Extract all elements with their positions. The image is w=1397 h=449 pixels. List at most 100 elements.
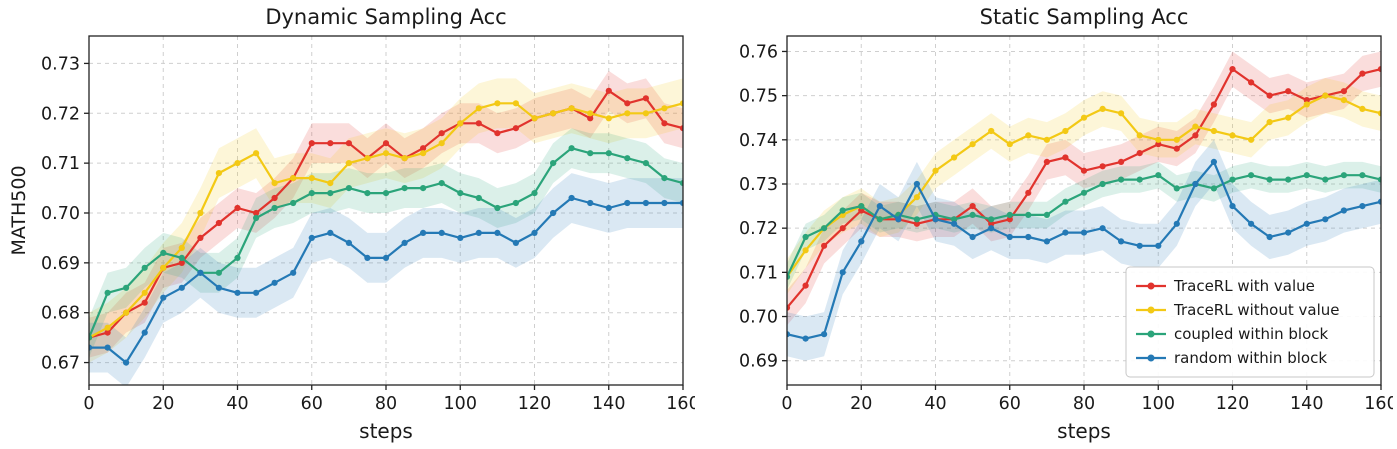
data-point-marker	[1358, 105, 1365, 112]
data-point-marker	[104, 289, 111, 296]
data-point-marker	[1284, 176, 1291, 183]
data-point-marker	[568, 105, 575, 112]
data-point-marker	[363, 190, 370, 197]
data-point-marker	[122, 284, 129, 291]
y-tick-label: 0.70	[739, 308, 778, 328]
data-point-marker	[1117, 158, 1124, 165]
data-point-marker	[802, 247, 809, 254]
data-point-marker	[1154, 141, 1161, 148]
data-point-marker	[1303, 172, 1310, 179]
data-point-marker	[568, 145, 575, 152]
data-point-marker	[1136, 242, 1143, 249]
data-point-marker	[623, 155, 630, 162]
data-point-marker	[345, 239, 352, 246]
data-point-marker	[1228, 176, 1236, 183]
data-point-marker	[159, 249, 166, 256]
x-tick-label: 0	[83, 394, 94, 414]
data-point-marker	[660, 120, 668, 127]
data-point-marker	[549, 110, 556, 117]
data-point-marker	[913, 216, 920, 223]
data-point-marker	[252, 289, 259, 296]
data-point-marker	[512, 125, 519, 132]
data-point-marker	[660, 105, 668, 112]
x-tick-label: 140	[592, 394, 625, 414]
x-tick-label: 80	[374, 394, 396, 414]
data-point-marker	[308, 234, 315, 241]
data-point-marker	[987, 225, 994, 232]
data-point-marker	[642, 160, 649, 167]
y-tick-label: 0.72	[739, 219, 778, 239]
data-point-marker	[475, 194, 482, 202]
data-point-marker	[1061, 127, 1068, 135]
data-point-marker	[475, 105, 482, 112]
data-point-marker	[1136, 132, 1143, 139]
y-tick-label: 0.69	[41, 254, 80, 274]
data-point-marker	[363, 254, 370, 261]
legend-marker	[1147, 282, 1154, 290]
y-tick-label: 0.73	[41, 54, 80, 74]
data-point-marker	[196, 234, 203, 241]
data-point-marker	[1024, 211, 1031, 218]
data-point-marker	[475, 120, 482, 127]
data-point-marker	[679, 125, 683, 132]
data-point-marker	[271, 279, 278, 286]
data-point-marker	[419, 145, 426, 152]
data-point-marker	[1080, 229, 1087, 236]
data-point-marker	[1228, 132, 1236, 139]
legend-marker	[1147, 330, 1154, 338]
chart-static-sampling: 0 20 40 60 80 100 120 140 160 0.69 0.70 0.71 0.72 0.7…	[702, 0, 1393, 449]
y-axis-label: MATH500	[8, 165, 30, 255]
data-point-marker	[326, 180, 333, 187]
data-point-marker	[530, 229, 538, 236]
y-tick-label: 0.74	[739, 131, 778, 151]
data-point-marker	[1210, 185, 1217, 192]
data-point-marker	[950, 220, 957, 227]
data-point-marker	[679, 180, 683, 187]
data-point-marker	[802, 233, 809, 241]
data-point-marker	[586, 115, 593, 122]
x-axis-label: steps	[359, 419, 413, 443]
data-point-marker	[1210, 127, 1217, 135]
data-point-marker	[987, 220, 994, 227]
data-point-marker	[1117, 238, 1124, 245]
x-tick-label: 100	[443, 394, 476, 414]
data-point-marker	[1043, 211, 1050, 218]
data-point-marker	[493, 130, 500, 137]
x-tick-label: 100	[1141, 394, 1174, 414]
data-point-marker	[1358, 70, 1365, 77]
data-point-marker	[1358, 172, 1365, 179]
legend-marker	[1147, 354, 1154, 362]
data-point-marker	[820, 225, 827, 232]
data-point-marker	[493, 204, 500, 212]
data-point-marker	[1191, 123, 1198, 130]
data-point-marker	[1191, 132, 1198, 139]
confidence-band	[786, 139, 1381, 361]
data-point-marker	[289, 269, 296, 276]
data-point-marker	[987, 127, 994, 135]
data-point-marker	[586, 110, 593, 117]
data-point-marker	[1173, 145, 1180, 152]
x-tick-label: 20	[152, 394, 174, 414]
data-point-marker	[1080, 114, 1087, 121]
x-tick-label: 40	[924, 394, 946, 414]
legend-label: coupled within block	[1174, 325, 1329, 343]
data-point-marker	[839, 269, 846, 276]
data-point-marker	[586, 150, 593, 157]
x-tick-label: 0	[781, 394, 792, 414]
data-point-marker	[1340, 97, 1347, 104]
data-point-marker	[820, 242, 827, 249]
data-point-marker	[642, 110, 649, 117]
data-point-marker	[456, 234, 463, 241]
data-point-marker	[1043, 238, 1050, 245]
data-point-marker	[104, 329, 111, 336]
y-tick-label: 0.71	[739, 263, 778, 283]
y-tick-label: 0.72	[41, 104, 80, 124]
data-point-marker	[1173, 220, 1180, 227]
data-point-marker	[1006, 233, 1013, 241]
y-tick-label: 0.69	[739, 352, 778, 372]
y-tick-label: 0.68	[41, 304, 80, 324]
x-tick-label: 140	[1290, 394, 1323, 414]
data-point-marker	[969, 211, 976, 218]
data-point-marker	[326, 140, 333, 147]
data-point-marker	[679, 100, 683, 107]
